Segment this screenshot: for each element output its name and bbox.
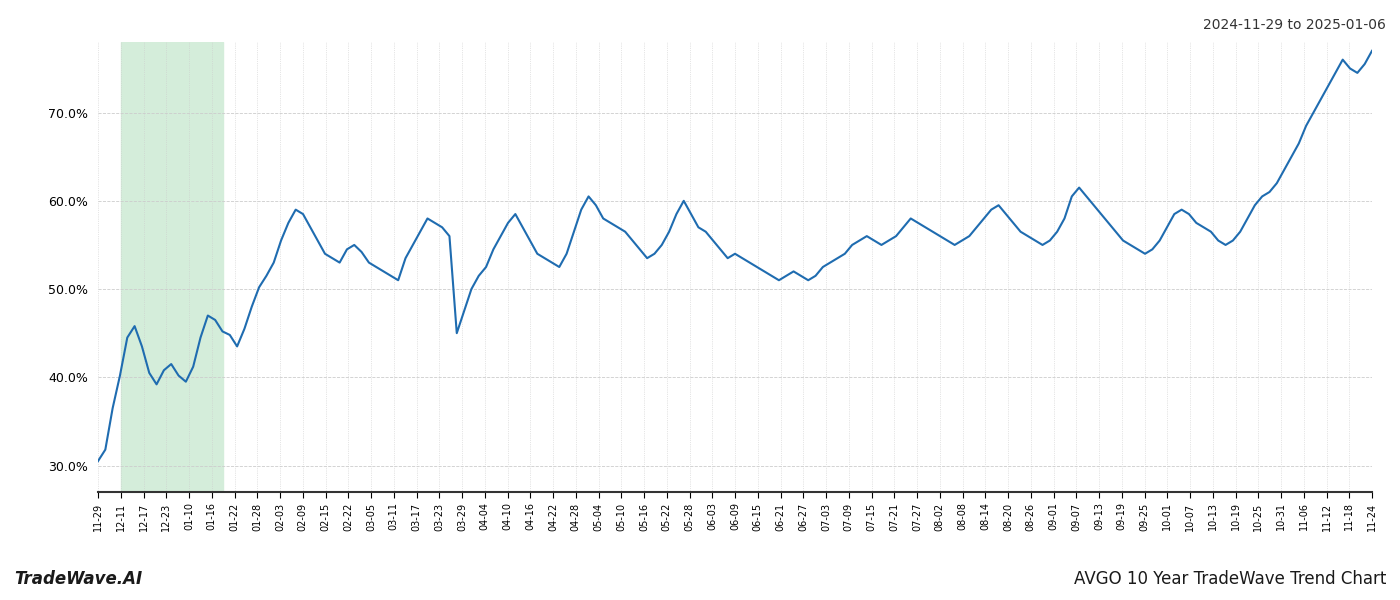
Bar	[120, 42, 223, 492]
Text: AVGO 10 Year TradeWave Trend Chart: AVGO 10 Year TradeWave Trend Chart	[1074, 570, 1386, 588]
Text: 2024-11-29 to 2025-01-06: 2024-11-29 to 2025-01-06	[1203, 18, 1386, 32]
Text: TradeWave.AI: TradeWave.AI	[14, 570, 143, 588]
